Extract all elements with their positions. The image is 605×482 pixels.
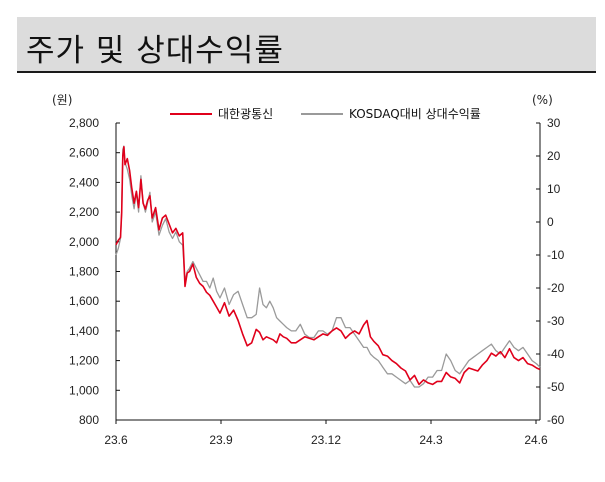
y-left-tick-label: 2,400 (69, 175, 99, 189)
y-left-tick-label: 800 (79, 413, 99, 427)
y-right-tick-label: -10 (547, 248, 565, 262)
chart-legend: 대한광통신 KOSDAQ대비 상대수익률 (170, 107, 481, 121)
chart-axes (115, 122, 541, 424)
y-right-tick-label: -50 (547, 380, 565, 394)
y-left-tick-label: 1,200 (69, 354, 99, 368)
y-right-tick-label: 10 (547, 182, 561, 196)
legend-label-relative: KOSDAQ대비 상대수익률 (349, 107, 481, 121)
y-left-tick-label: 1,000 (69, 383, 99, 397)
y-right-tick-label: -30 (547, 314, 565, 328)
y-right-tick-label: 0 (547, 215, 554, 229)
x-tick-label: 24.6 (524, 433, 548, 447)
x-tick-label: 24.3 (419, 433, 443, 447)
y-right-tick-label: -20 (547, 281, 565, 295)
y-left-tick-label: 1,600 (69, 294, 99, 308)
relative-return-series-line (115, 145, 541, 388)
y-right-tick-label: -60 (547, 413, 565, 427)
y-left-tick-label: 1,400 (69, 324, 99, 338)
chart-labels: 2,800 2,600 2,400 2,200 2,000 1,800 1,600 1,400… (52, 93, 565, 447)
page-title: 주가 및 상대수익률 (26, 33, 284, 69)
chart-lines (115, 145, 541, 388)
price-series-line (115, 146, 541, 386)
y-right-tick-label: 30 (547, 116, 561, 130)
x-tick-label: 23.9 (209, 433, 233, 447)
y-left-tick-label: 2,000 (69, 235, 99, 249)
left-unit-label: (원) (52, 93, 72, 107)
right-unit-label: (%) (532, 93, 553, 107)
x-tick-label: 23.12 (311, 433, 341, 447)
y-left-tick-label: 1,800 (69, 265, 99, 279)
y-left-tick-label: 2,800 (69, 116, 99, 130)
x-tick-label: 23.6 (104, 433, 128, 447)
y-left-tick-label: 2,600 (69, 146, 99, 160)
y-left-tick-label: 2,200 (69, 205, 99, 219)
title-bar: 주가 및 상대수익률 (17, 17, 596, 73)
y-right-tick-label: -40 (547, 347, 565, 361)
y-right-tick-label: 20 (547, 149, 561, 163)
legend-label-price: 대한광통신 (218, 107, 273, 121)
